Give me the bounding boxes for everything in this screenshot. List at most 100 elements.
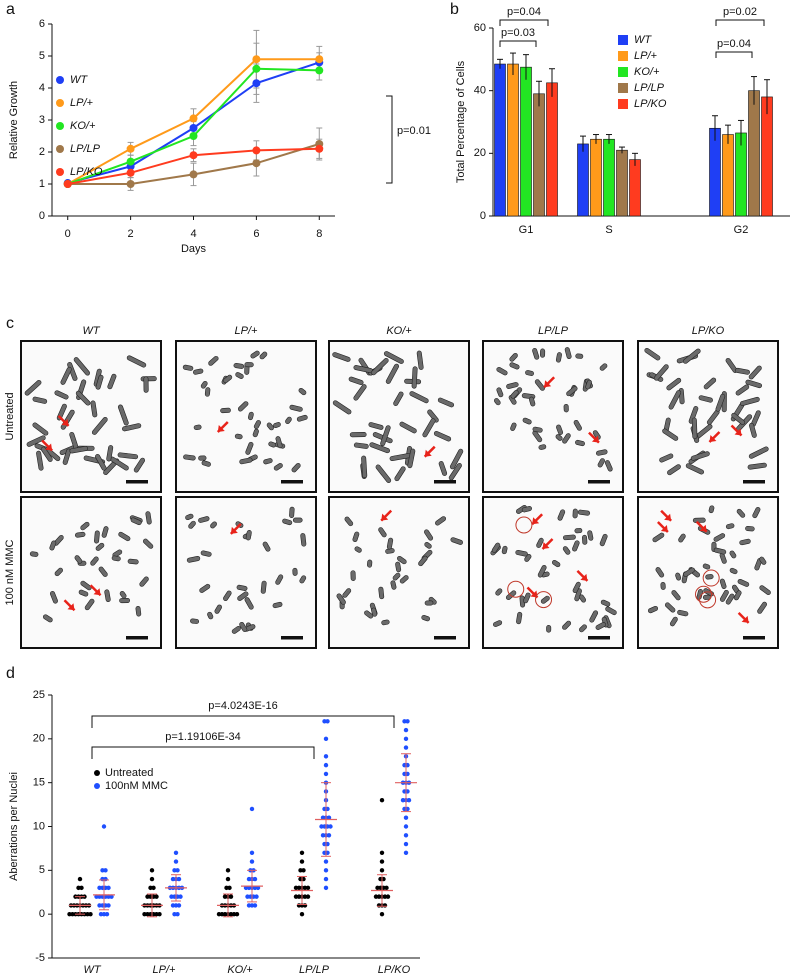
legend-swatch [618,35,628,45]
chromosome [748,365,762,380]
chromosome [204,387,211,397]
panel-label: c [6,315,14,332]
legend-label: WT [634,34,652,46]
x-tick-label: LP/KO [378,964,411,976]
data-point [77,876,83,882]
chromosome [80,521,90,531]
chromosome [49,591,58,604]
data-point [299,859,305,864]
chromosome [729,567,738,575]
chromosome [572,581,581,594]
column-label: LP/LP [538,325,569,337]
chromosome [336,593,346,605]
chromosome [540,348,546,358]
bar [590,138,602,217]
chromosome [416,350,424,370]
data-point [106,903,111,908]
data-point [385,894,391,899]
column-label: LP/+ [235,325,259,337]
data-point [104,911,110,917]
chromosome [449,448,464,470]
chromosome [731,412,746,425]
data-point [299,911,305,917]
chromosome [54,567,63,577]
data-point [379,868,385,873]
data-point [328,824,333,829]
chromosome [201,460,211,467]
chromosome [94,530,100,544]
chromosome [582,534,588,545]
data-point [403,850,409,855]
chromosome [599,363,608,371]
data-point [106,885,111,891]
chromosome [95,374,104,390]
chromosome [508,394,517,405]
chromosome [237,591,249,601]
chromosome [688,406,699,424]
chromosome [703,377,717,390]
chromosome [73,357,90,376]
bar [761,96,773,217]
data-point [249,806,255,812]
y-tick-label: 0 [39,908,45,920]
chromosome [91,416,108,435]
chromosome [292,567,298,576]
row-label: 100 nM MMC [4,539,16,605]
chromosome [501,545,508,555]
data-point [126,180,135,188]
chromosome [253,420,261,430]
chromosome [747,462,767,470]
scale-bar [434,480,456,484]
bar [520,66,532,217]
chromosome [433,430,452,442]
annotation: p=4.0243E-16 [208,700,277,712]
chromosome [139,576,149,587]
chromosome [523,592,531,604]
data-point [178,894,183,899]
data-point [403,736,409,742]
arrow-head [734,428,742,436]
chromosome [735,367,750,375]
data-point [157,911,162,917]
chromosome [562,620,572,630]
chromosome [579,624,587,633]
chromosome [24,380,42,396]
chromosome [275,574,284,585]
chromosome [119,597,130,604]
chromosome [369,442,390,454]
legend-swatch [618,83,628,93]
y-tick-label: 5 [39,50,45,62]
chromosome [200,550,212,557]
data-point [249,850,255,855]
chromosome [364,610,374,619]
chromosome [117,404,129,426]
panel-label: b [450,1,459,18]
y-tick-label: 15 [33,777,45,789]
x-tick-label: S [605,224,612,236]
data-point [63,180,72,188]
chromosome [538,444,547,450]
chromosome [60,366,72,385]
chromosome [418,555,428,567]
chromosome [399,575,409,584]
arrow-head [424,449,432,457]
column-label: LP/KO [692,325,725,337]
chromosome [386,537,394,550]
data-point [403,833,409,838]
chromosome [438,461,448,476]
chromosome [509,352,518,362]
chromosome [525,370,534,376]
y-axis-title: Relative Growth [8,81,20,159]
chromosome [98,566,108,577]
chromosome [375,464,392,483]
arrow-head [580,573,588,581]
chromosome [678,533,686,543]
chromosome [32,422,49,436]
chromosome [289,506,295,518]
data-point [252,79,261,88]
chromosome [551,559,561,568]
chromosome [394,466,406,482]
x-tick-label: 8 [316,228,322,240]
bracket [499,40,537,47]
